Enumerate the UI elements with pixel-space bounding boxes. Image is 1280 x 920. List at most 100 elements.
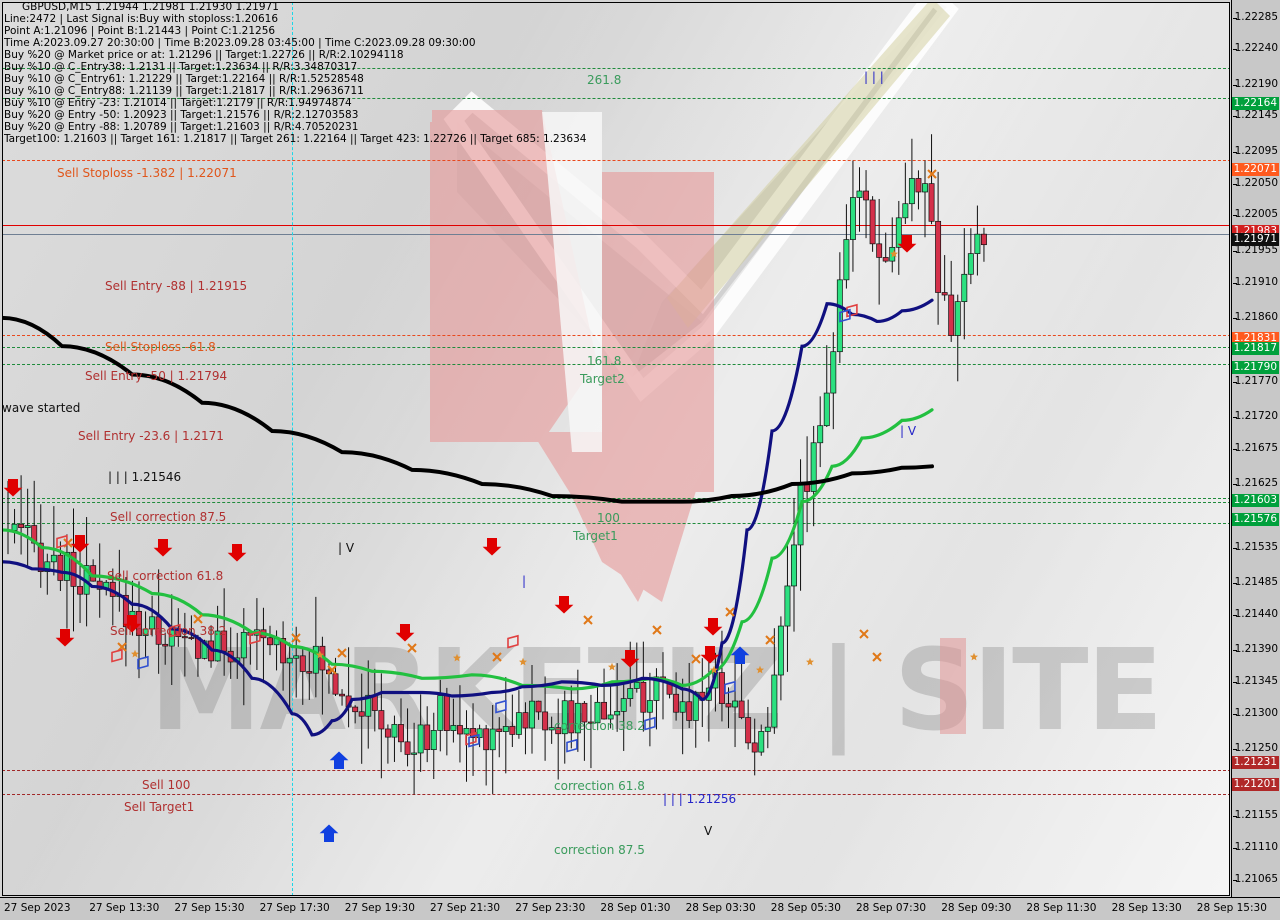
price-tick-mark [1233,448,1237,450]
sell-arrow-down-icon [897,235,917,253]
chart-annotation: | V [338,541,355,555]
price-tag-stoploss[interactable]: 1.21831 [1231,332,1279,346]
sell-arrow-down-icon [122,615,142,633]
signal-info-lines: Line:2472 | Last Signal is:Buy with stop… [4,13,586,145]
price-tick-mark [1233,713,1237,715]
candle-bearish [509,726,516,735]
price-tag-target[interactable]: 1.21790 [1231,361,1279,375]
candle-bullish [574,702,581,734]
candle-bullish [63,551,70,581]
candle-bearish [738,700,745,718]
cross-marker-icon [691,654,701,664]
star-marker-icon [316,650,324,659]
candle-bullish [411,752,418,755]
candle-bullish [450,725,457,731]
vertical-time-separator [292,2,293,896]
level-line-dashDarkRed [2,770,1230,771]
cross-marker-icon [652,625,662,635]
cross-marker-icon [117,642,127,652]
candle-bearish [378,710,385,730]
price-tag-target[interactable]: 1.21576 [1231,512,1279,526]
candle-bearish [384,728,391,738]
chart-annotation: | V [900,424,917,438]
price-tick-mark [1233,416,1237,418]
candle-bearish [339,693,346,697]
level-line-dashGreen [2,498,1230,499]
candle-bearish [77,586,83,595]
price-tick-label: 1.21250 [1234,742,1278,754]
price-tick-mark [1233,17,1237,19]
price-tag-sell[interactable]: 1.21231 [1231,756,1279,770]
candle-bearish [299,655,306,672]
candle-bearish [935,220,942,293]
chart-annotation: | | | 1.21546 [108,470,182,484]
price-tag-bid[interactable]: 1.21971 [1231,233,1279,247]
price-axis[interactable]: 1.22285 1.22240 1.22190 1.22145 1.22095 1.220… [1231,0,1280,898]
price-tick-label: 1.21860 [1234,310,1278,323]
candle-bullish [784,585,791,627]
price-tag-stoploss[interactable]: 1.22071 [1231,162,1279,176]
level-line-solidRed [2,225,1230,226]
candle-bearish [457,725,463,735]
candle-bearish [745,717,752,744]
candle-bullish [902,203,909,219]
signal-info-line: Buy %10 @ C_Entry88: 1.21139 || Target:1… [4,85,364,97]
candle-bullish [758,731,765,753]
candle-bullish [594,701,601,724]
price-tag-sell[interactable]: 1.21201 [1231,777,1279,791]
level-line-dashOrange [2,160,1230,161]
candle-bearish [725,703,732,708]
level-line-dashGreen [2,364,1230,365]
candle-bearish [188,637,195,640]
flag-marker-icon [724,680,736,695]
candle-bearish [404,741,411,755]
price-tick-label: 1.22095 [1234,144,1278,157]
candle-bullish [961,273,968,302]
sell-arrow-down-icon [70,535,90,553]
candle-bullish [286,657,293,664]
price-tag-target[interactable]: 1.21603 [1231,493,1279,507]
price-tick-label: 1.21720 [1234,409,1278,422]
cross-marker-icon [872,652,882,662]
candle-bullish [620,698,627,712]
flag-marker-icon [468,733,480,748]
price-tick-label: 1.21910 [1234,275,1278,288]
buy-arrow-up-icon [329,751,349,769]
chart-annotation: Sell Entry -23.6 | 1.2171 [78,429,224,443]
price-tick-label: 1.21770 [1234,374,1278,387]
price-tick-mark [1233,547,1237,549]
price-tick-mark [1233,49,1237,51]
candle-bullish [679,701,686,713]
signal-info-line: Target100: 1.21603 || Target 161: 1.2181… [4,133,587,145]
candle-bullish [515,712,522,735]
price-tick-label: 1.21625 [1234,476,1278,489]
candle-bullish [50,554,57,563]
candle-bullish [607,714,614,720]
price-tick-mark [1233,282,1237,284]
cross-marker-icon [193,614,203,624]
signal-info-line: Buy %20 @ Entry -88: 1.20789 || Target:1… [4,121,359,133]
candle-bearish [555,727,562,735]
candle-bullish [24,525,31,528]
symbol-quote-line: GBPUSD,M15 1.21944 1.21981 1.21930 1.219… [22,1,279,13]
sell-arrow-down-icon [3,479,23,497]
signal-info-line: Buy %10 @ C_Entry61: 1.21229 || Target:1… [4,73,364,85]
chart-annotation: Sell Stoploss -1.382 | 1.22071 [57,166,237,180]
candle-bullish [777,625,784,676]
candle-bullish [529,700,535,729]
price-tag-target[interactable]: 1.22164 [1231,97,1279,111]
candle-bullish [214,630,221,662]
time-tick-label: 28 Sep 09:30 [941,902,1012,914]
candle-bullish [44,561,51,572]
candle-bearish [686,701,693,721]
candle-bullish [974,233,981,254]
candle-bearish [267,637,273,646]
price-tag-target[interactable]: 1.21817 [1231,342,1279,356]
sell-arrow-down-icon [703,618,723,636]
chart-annotation: Sell correction 61.8 [107,569,224,583]
time-tick-label: 28 Sep 03:30 [685,902,756,914]
time-tick-label: 27 Sep 15:30 [174,902,245,914]
candle-bearish [496,728,503,732]
chart-annotation: correction 38.2 [554,719,645,733]
time-axis[interactable]: 27 Sep 2023 27 Sep 13:30 27 Sep 15:30 27 Se… [0,897,1280,920]
